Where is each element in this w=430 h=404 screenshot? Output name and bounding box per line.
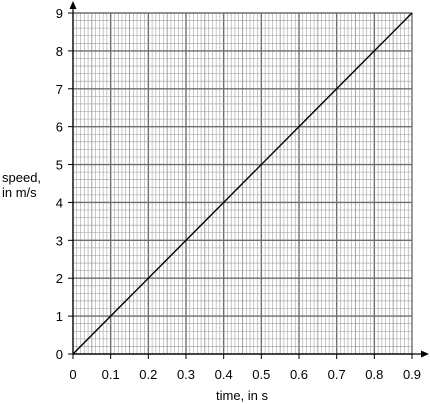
y-tick-label: 6: [56, 120, 63, 135]
x-tick-label: 0.3: [177, 367, 195, 382]
y-tick-label: 8: [56, 44, 63, 59]
x-tick-label: 0.2: [139, 367, 157, 382]
axes: [68, 1, 429, 359]
x-tick-label: 0.1: [102, 367, 120, 382]
x-tick-label: 0.9: [403, 367, 421, 382]
y-tick-label: 1: [56, 309, 63, 324]
axis-titles: time, in s speed, in m/s: [2, 170, 269, 403]
x-axis-arrow: [421, 350, 429, 358]
y-tick-label: 5: [56, 158, 63, 173]
y-axis-title-line-2: in m/s: [2, 185, 37, 200]
y-axis-arrow: [69, 1, 77, 9]
y-tick-label: 0: [56, 347, 63, 362]
y-axis-title-line-1: speed,: [2, 170, 41, 185]
series-line: [72, 12, 413, 355]
x-tick-label: 0.8: [365, 367, 383, 382]
x-tick-label: 0.5: [252, 367, 270, 382]
series: [72, 12, 413, 355]
y-tick-label: 3: [56, 233, 63, 248]
y-tick-label: 7: [56, 82, 63, 97]
y-tick-label: 4: [56, 195, 63, 210]
x-tick-label: 0.7: [328, 367, 346, 382]
x-axis-title: time, in s: [216, 388, 269, 403]
x-tick-label: 0.4: [215, 367, 233, 382]
x-tick-label: 0: [69, 367, 76, 382]
grid: [72, 12, 413, 355]
x-tick-label: 0.6: [290, 367, 308, 382]
tick-labels: 0 0.1 0.2 0.3 0.4 0.5 0.6 0.7 0.8 0.9 0 1 2 3 4 5 6 7 8 9: [56, 6, 421, 382]
y-tick-label: 2: [56, 271, 63, 286]
y-tick-label: 9: [56, 6, 63, 21]
